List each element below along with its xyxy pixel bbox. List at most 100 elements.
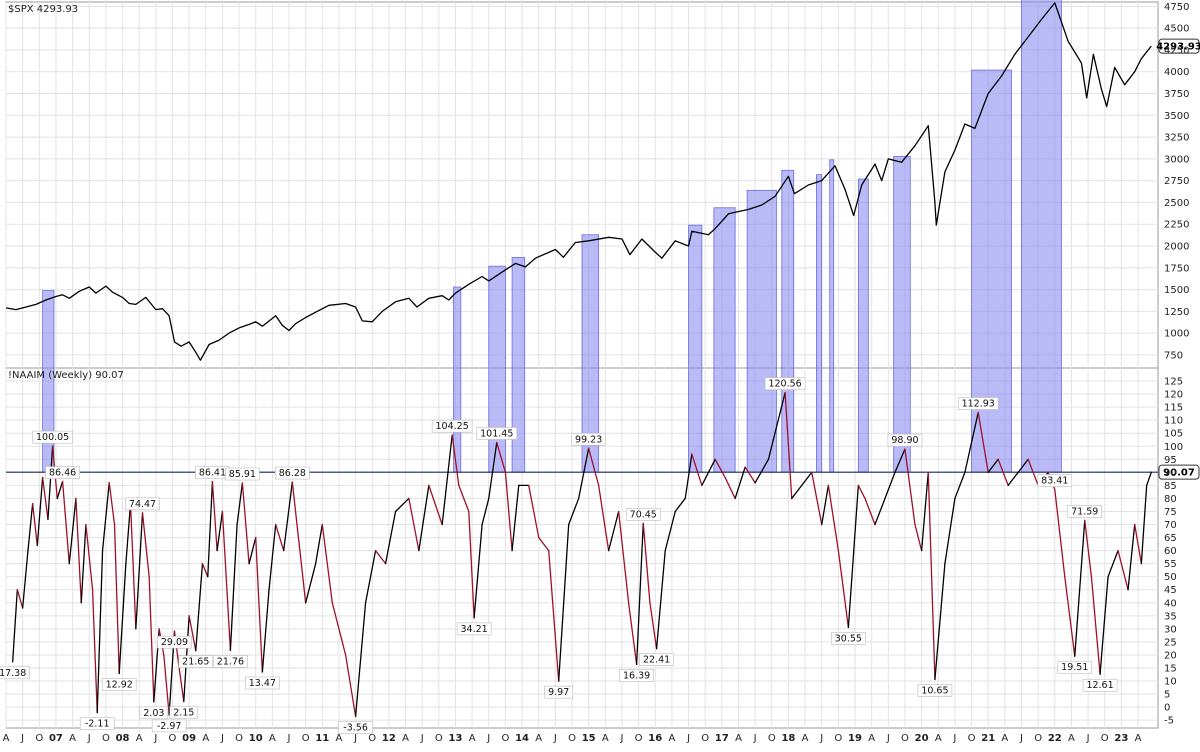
naaim-series-segment	[195, 563, 204, 652]
data-label-box	[139, 706, 169, 720]
data-label: 2.03	[143, 708, 164, 719]
naaim-series-segment	[255, 536, 264, 673]
spx-y-tick-label: 3000	[1164, 154, 1189, 165]
x-tick-label: A	[136, 733, 143, 744]
naaim-series-segment	[558, 523, 570, 682]
naaim-series-segment	[827, 484, 840, 552]
naaim-series-segment	[125, 503, 132, 565]
spx-y-tick-label: 2250	[1164, 220, 1189, 231]
x-tick-label: O	[568, 733, 576, 744]
naaim-series-segment	[96, 549, 104, 714]
data-label-box	[245, 676, 280, 690]
naaim-series-segment	[617, 510, 630, 604]
naaim-series-segment	[261, 589, 270, 673]
x-tick-label: O	[635, 733, 643, 744]
x-tick-label: O	[901, 733, 909, 744]
data-label: 86.41	[199, 468, 226, 479]
data-label: 34.21	[461, 624, 488, 635]
naaim-series-segment	[268, 523, 277, 591]
data-label-box	[1057, 660, 1093, 674]
naaim-y-tick-label: 20	[1164, 650, 1177, 661]
x-tick-label: O	[35, 733, 43, 744]
naaim-y-tick-label: 60	[1164, 546, 1177, 557]
naaim-y-tick-label: 120	[1164, 390, 1183, 401]
x-tick-label: A	[202, 733, 209, 744]
data-label: 112.93	[962, 399, 995, 410]
naaim-y-tick-label: 50	[1164, 572, 1177, 583]
naaim-series-segment	[884, 471, 896, 500]
naaim-series-segment	[857, 484, 866, 500]
data-label-box	[764, 377, 806, 390]
data-label: 13.47	[249, 678, 276, 689]
data-label: 98.90	[891, 435, 918, 446]
highlight-band	[893, 155, 911, 473]
spx-y-tick-label: 3750	[1164, 89, 1189, 100]
naaim-series-segment	[47, 445, 54, 520]
naaim-series-segment	[927, 471, 936, 680]
x-tick-label: 16	[648, 733, 662, 744]
data-label: -2.97	[157, 721, 182, 732]
naaim-series-segment	[344, 654, 357, 718]
naaim-series-segment	[649, 602, 658, 650]
naaim-series-segment	[108, 482, 116, 526]
x-tick-label: A	[668, 733, 675, 744]
naaim-series-segment	[701, 458, 716, 487]
naaim-y-tick-label: 65	[1164, 533, 1177, 544]
naaim-series-segment	[458, 484, 470, 513]
naaim-y-tick-label: 95	[1164, 455, 1177, 466]
naaim-series-segment	[374, 549, 387, 565]
grid-layer	[5, 1, 1159, 729]
spx-y-tick-label: 1250	[1164, 307, 1189, 318]
naaim-series-segment	[113, 523, 120, 675]
naaim-series-segment	[101, 482, 110, 552]
naaim-series-segment	[163, 654, 170, 716]
data-label-box	[431, 419, 473, 433]
naaim-series-segment	[914, 523, 923, 552]
spx-y-tick-label: 1750	[1164, 263, 1189, 274]
naaim-series-segment	[597, 484, 610, 552]
naaim-y-tick-label: -5	[1164, 716, 1174, 727]
naaim-series-segment	[548, 549, 560, 682]
naaim-series-segment	[141, 512, 150, 578]
x-tick-label: A	[1068, 733, 1075, 744]
data-label-box	[625, 508, 661, 521]
spx-title: $SPX 4293.93	[8, 4, 78, 15]
data-label: 100.05	[36, 432, 69, 443]
x-tick-label: J	[220, 733, 224, 744]
naaim-series-segment	[408, 497, 420, 552]
naaim-series-segment	[418, 484, 430, 552]
x-tick-label: O	[435, 733, 443, 744]
naaim-last-value-tag-box	[1158, 464, 1200, 480]
spx-y-tick-label: 2750	[1164, 176, 1189, 187]
x-tick-label: A	[69, 733, 76, 744]
highlight-band	[713, 207, 736, 473]
naaim-series-segment	[1127, 523, 1136, 591]
highlight-band	[453, 286, 462, 473]
naaim-series-segment	[811, 471, 823, 526]
naaim-y-tick-label: 70	[1164, 520, 1177, 531]
naaim-series-segment	[16, 589, 24, 609]
naaim-y-tick-label: 80	[1164, 494, 1177, 505]
naaim-y-tick-label: 125	[1164, 377, 1183, 388]
x-tick-label: A	[735, 733, 742, 744]
highlight-band	[815, 174, 823, 473]
data-label: -3.56	[343, 722, 368, 733]
naaim-series-segment	[1134, 523, 1143, 565]
spx-y-tick-label: 4250	[1164, 45, 1189, 56]
naaim-series-segment	[314, 523, 323, 565]
naaim-series-segment	[468, 510, 475, 619]
naaim-series-segment	[118, 563, 127, 675]
x-tick-label: O	[102, 733, 110, 744]
data-label-box	[275, 466, 310, 480]
naaim-series-segment	[847, 484, 859, 629]
naaim-series-segment	[85, 523, 94, 591]
x-tick-label: J	[952, 733, 956, 744]
naaim-series-segment	[135, 512, 144, 630]
naaim-series-segment	[987, 458, 999, 473]
data-label-box	[169, 706, 199, 719]
naaim-y-tick-label: 15	[1164, 664, 1177, 675]
x-tick-label: J	[153, 733, 157, 744]
naaim-series-segment	[864, 497, 876, 526]
